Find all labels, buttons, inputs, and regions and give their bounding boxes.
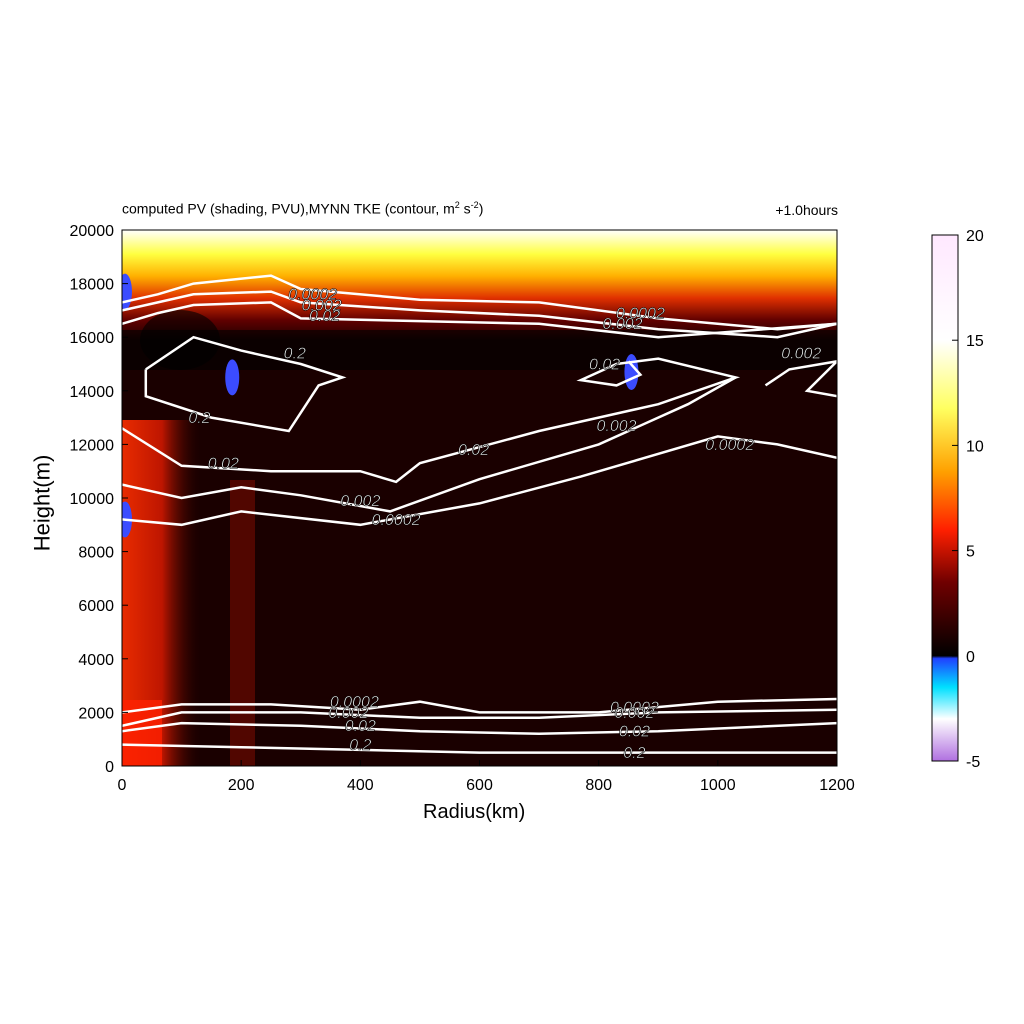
- contour-line-0.02: [122, 301, 837, 339]
- title-suffix: ): [478, 200, 484, 217]
- y-tick-label: 6000: [78, 598, 114, 615]
- contour-label: 0.0002: [330, 694, 379, 711]
- colorbar-tick-label: 5: [966, 544, 975, 561]
- negative-pv-patch: [624, 354, 639, 391]
- contour-line-0.02: [122, 357, 741, 484]
- y-tick-label: 2000: [78, 705, 114, 722]
- contour-label: 0.0002: [372, 512, 421, 529]
- colorbar-ticks: -5 0 5 10 15 20: [952, 228, 984, 771]
- contour-label: 0.002: [340, 493, 380, 510]
- colorbar-tick-label: 20: [966, 228, 984, 245]
- contour-label: 0.0002: [616, 305, 665, 322]
- contour-label: 0.02: [619, 724, 650, 741]
- colorbar-tick-label: 15: [966, 333, 984, 350]
- time-label: +1.0hours: [775, 202, 838, 218]
- contour-line-0.2: [144, 335, 347, 433]
- contour-label: 0.2: [349, 737, 371, 754]
- y-tick-label: 20000: [70, 223, 115, 240]
- x-tick-label: 0: [118, 777, 127, 794]
- y-tick-label: 0: [105, 759, 114, 776]
- contour-label: 0.02: [458, 442, 489, 459]
- contour-line-0.0002: [122, 274, 837, 331]
- x-tick-label: 200: [228, 777, 255, 794]
- colorbar-tick-label: 10: [966, 438, 984, 455]
- contour-label: 0.02: [309, 308, 340, 325]
- contour-label: 0.02: [589, 356, 620, 373]
- contour-label: 0.002: [781, 346, 821, 363]
- axes: 0 200 400 600 800 1000 12000200040006000800010…: [70, 223, 855, 794]
- x-axis-label: Radius(km): [423, 801, 526, 823]
- x-tick-label: 800: [585, 777, 612, 794]
- y-tick-label: 12000: [70, 437, 115, 454]
- negative-pv-patch: [225, 359, 240, 396]
- x-tick-label: 1200: [819, 777, 855, 794]
- y-tick-label: 10000: [70, 491, 115, 508]
- y-tick-label: 8000: [78, 545, 114, 562]
- pv-shading: [122, 230, 837, 766]
- title-mid: s: [459, 200, 471, 217]
- contour-label: 0.02: [208, 456, 239, 473]
- title-units-sq: 2: [454, 200, 460, 210]
- y-tick-label: 14000: [70, 384, 115, 401]
- contour-line-0.02: [122, 721, 837, 736]
- x-tick-label: 1000: [700, 777, 736, 794]
- contour-line-0.002: [122, 376, 737, 513]
- x-tick-label: 400: [347, 777, 374, 794]
- contour-label: 0.002: [302, 297, 342, 314]
- colorbar-tick-label: 0: [966, 649, 975, 666]
- negative-pv-patch: [122, 273, 132, 310]
- colorbar: [931, 234, 959, 762]
- tke-contours: [122, 274, 837, 754]
- contour-label: 0.02: [345, 718, 376, 735]
- colorbar-tick-label: -5: [966, 754, 980, 771]
- contour-label: 0.2: [284, 346, 306, 363]
- y-tick-label: 16000: [70, 330, 115, 347]
- contour-label: 0.002: [328, 705, 368, 722]
- contour-line-0.2: [122, 743, 837, 754]
- y-tick-label: 4000: [78, 652, 114, 669]
- contour-label: 0.002: [614, 705, 654, 722]
- contour-label: 0.0002: [288, 287, 337, 304]
- contour-line-0.0002: [122, 435, 837, 527]
- chart-title: computed PV (shading, PVU),MYNN TKE (con…: [122, 200, 483, 217]
- contour-label: 0.0002: [610, 699, 659, 716]
- x-tick-label: 600: [466, 777, 493, 794]
- contour-label: 0.002: [597, 418, 637, 435]
- contour-label: 0.0002: [705, 437, 754, 454]
- title-prefix: computed PV (shading, PVU),MYNN TKE (con…: [122, 200, 455, 217]
- contour-line-0.002: [764, 360, 837, 398]
- title-units-neg2: -2: [470, 200, 479, 210]
- contour-label: 0.2: [188, 410, 210, 427]
- contour-line-0.002: [122, 708, 837, 728]
- contour-label: 0.002: [602, 316, 642, 333]
- contour-label: 0.2: [623, 745, 645, 762]
- contour-line-0.0002: [122, 697, 837, 714]
- y-tick-label: 18000: [70, 277, 115, 294]
